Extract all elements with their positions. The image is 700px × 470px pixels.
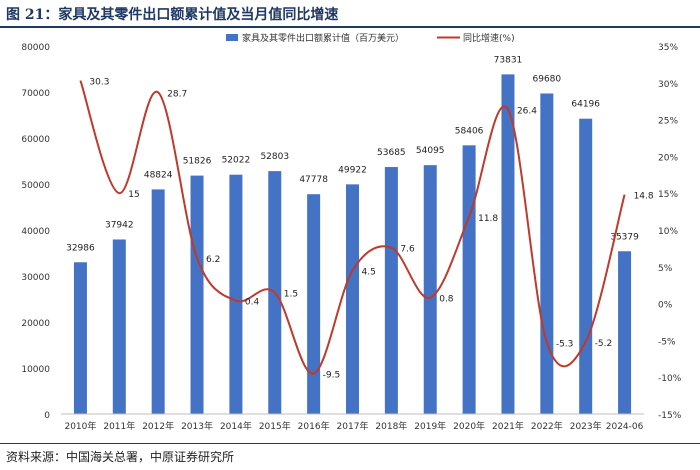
bar	[423, 165, 437, 414]
line-value-label: 7.6	[400, 245, 415, 255]
figure-header: 图 21：家具及其零件出口额累计值及当月值同比增速	[0, 0, 700, 28]
right-axis-tick-label: 30%	[658, 80, 678, 90]
bar-value-label: 53685	[377, 148, 406, 158]
bar	[73, 262, 87, 414]
bar-value-label: 47778	[299, 175, 328, 185]
bar	[579, 118, 593, 415]
x-axis-tick-label: 2013年	[181, 420, 213, 432]
bar-value-label: 35379	[610, 232, 639, 242]
bar-value-label: 58406	[455, 126, 484, 136]
right-axis-tick-label: 35%	[658, 43, 678, 53]
left-axis-tick-label: 50000	[21, 181, 50, 191]
line-value-label: 0.8	[439, 295, 454, 305]
bar-value-label: 32986	[66, 243, 95, 253]
x-axis-tick-label: 2012年	[142, 420, 174, 432]
x-axis-tick-label: 2020年	[453, 420, 485, 432]
line-value-label: 6.2	[206, 255, 220, 265]
bar	[462, 145, 476, 414]
bar-value-label: 73831	[494, 55, 523, 65]
legend-label-line: 同比增速(%)	[463, 32, 515, 44]
right-axis-tick-label: 0%	[658, 301, 673, 311]
x-axis-tick-label: 2011年	[103, 420, 135, 432]
line-value-label: 1.5	[284, 290, 298, 300]
bar-value-label: 54095	[416, 146, 445, 156]
bar	[151, 189, 165, 414]
bar-value-label: 69680	[533, 74, 562, 84]
bar	[540, 93, 554, 415]
left-axis-tick-label: 0	[44, 411, 50, 421]
x-axis-tick-label: 2021年	[492, 420, 524, 432]
x-axis-tick-label: 2018年	[375, 420, 407, 432]
title-rule	[0, 26, 700, 28]
line-value-label: 11.8	[478, 214, 498, 224]
bar-value-label: 51826	[183, 157, 212, 167]
bar-value-label: 52803	[260, 152, 289, 162]
bar	[501, 74, 515, 414]
bar	[190, 175, 204, 414]
bar	[618, 251, 632, 414]
x-axis-tick-label: 2010年	[64, 420, 96, 432]
right-axis-tick-label: -15%	[658, 411, 682, 421]
line-value-label: 26.4	[517, 106, 537, 116]
right-axis-tick-label: -10%	[658, 374, 682, 384]
left-axis-tick-label: 60000	[21, 135, 50, 145]
x-axis-tick-label: 2019年	[414, 420, 446, 432]
bar	[346, 184, 359, 414]
bar-value-label: 37942	[105, 220, 134, 230]
legend-swatch-bar	[226, 34, 238, 41]
bar	[229, 174, 243, 414]
x-axis-tick-label: 2014年	[220, 420, 252, 432]
left-axis-tick-label: 70000	[21, 89, 50, 99]
line-value-label: -5.3	[556, 340, 574, 350]
right-axis-tick-label: 20%	[658, 153, 678, 163]
line-value-label: 28.7	[167, 89, 187, 99]
line-value-label: -9.5	[323, 371, 341, 381]
left-axis-tick-label: 40000	[21, 227, 50, 237]
bar-value-label: 52022	[222, 156, 251, 166]
line-value-label: 30.3	[89, 78, 109, 88]
legend-label-bar: 家具及其零件出口额累计值（百万美元）	[242, 32, 404, 44]
right-axis-tick-label: -5%	[658, 337, 676, 347]
right-axis-tick-label: 25%	[658, 117, 678, 127]
left-axis-tick-label: 10000	[21, 365, 50, 375]
export-chart: 0 10000 20000 30000 40000 50000 60000 70000 8000…	[21, 32, 682, 432]
x-axis-tick-label: 2023年	[570, 420, 602, 432]
x-axis-tick-label: 2022年	[531, 420, 563, 432]
bar	[307, 194, 321, 414]
left-axis-tick-label: 80000	[21, 43, 50, 53]
line-value-label: 0.4	[245, 298, 260, 308]
line-value-label: 15	[128, 190, 139, 200]
left-axis-tick-label: 30000	[21, 273, 50, 283]
bar	[112, 239, 126, 414]
line-value-label: 14.8	[634, 192, 654, 202]
line-value-label: -5.2	[595, 339, 613, 349]
bar-value-label: 48824	[144, 170, 173, 180]
x-axis-tick-label: 2016年	[298, 420, 330, 432]
bar-value-label: 49922	[338, 165, 367, 175]
bar	[384, 167, 398, 414]
x-axis-tick-label: 2017年	[337, 420, 369, 432]
right-axis-tick-label: 10%	[658, 227, 678, 237]
right-axis-tick-label: 15%	[658, 190, 678, 200]
source-note: 资料来源：中国海关总署，中原证券研究所	[6, 450, 235, 464]
left-axis-tick-label: 20000	[21, 319, 50, 329]
right-axis-tick-label: 5%	[658, 264, 673, 274]
x-axis-tick-label: 2015年	[259, 420, 291, 432]
line-value-label: 4.5	[362, 267, 376, 277]
figure-title: 图 21：家具及其零件出口额累计值及当月值同比增速	[6, 7, 339, 23]
bar-value-label: 64196	[571, 100, 600, 110]
growth-line	[79, 80, 626, 375]
x-axis-tick-label: 2024-06	[606, 422, 644, 432]
source-rule	[0, 443, 700, 444]
